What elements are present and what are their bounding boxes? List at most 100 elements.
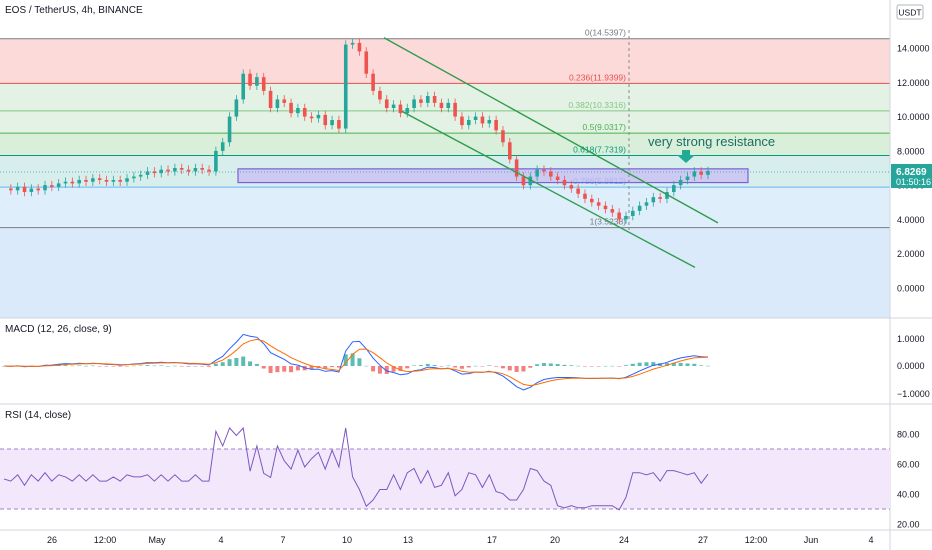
candle-body bbox=[132, 176, 136, 179]
macd-histogram-bar bbox=[104, 366, 109, 367]
macd-histogram-bar bbox=[425, 363, 430, 366]
candle-body bbox=[268, 90, 273, 108]
macd-histogram-bar bbox=[295, 366, 300, 371]
macd-histogram-bar bbox=[371, 366, 376, 372]
macd-histogram-bar bbox=[125, 366, 130, 367]
macd-histogram-bar bbox=[213, 363, 218, 366]
macd-histogram-bar bbox=[261, 366, 266, 369]
macd-histogram-bar bbox=[548, 363, 553, 366]
macd-histogram-bar bbox=[241, 356, 246, 366]
candle-body bbox=[699, 171, 703, 175]
candle-body bbox=[398, 104, 403, 114]
candle-body bbox=[603, 205, 608, 210]
macd-histogram-bar bbox=[131, 365, 136, 367]
macd-histogram-bar bbox=[480, 366, 485, 367]
candle-body bbox=[309, 116, 314, 119]
candle-body bbox=[651, 197, 656, 203]
candle-body bbox=[535, 169, 539, 177]
candle-body bbox=[480, 116, 485, 124]
candle-body bbox=[453, 102, 457, 117]
macd-histogram-bar bbox=[453, 366, 458, 368]
candle-body bbox=[678, 180, 683, 186]
candle-body bbox=[378, 90, 382, 100]
macd-histogram-bar bbox=[664, 363, 669, 366]
macd-histogram-bar bbox=[507, 366, 512, 371]
macd-histogram-bar bbox=[111, 366, 116, 367]
candle-body bbox=[302, 108, 307, 117]
macd-histogram-bar bbox=[439, 366, 444, 367]
macd-histogram-bar bbox=[589, 366, 594, 367]
macd-axis-label: 0.0000 bbox=[897, 361, 925, 371]
candle-body bbox=[473, 116, 478, 120]
macd-axis-label: −1.0000 bbox=[897, 389, 930, 399]
channel-upper-line[interactable] bbox=[383, 37, 719, 224]
macd-histogram-bar bbox=[377, 366, 382, 374]
time-axis-label: 4 bbox=[868, 535, 873, 545]
macd-histogram-bar bbox=[555, 364, 560, 366]
macd-histogram-bar bbox=[446, 365, 451, 367]
macd-histogram-bar bbox=[685, 363, 690, 366]
macd-histogram-bar bbox=[282, 366, 287, 372]
macd-histogram-bar bbox=[487, 365, 492, 366]
currency-label: USDT bbox=[898, 8, 921, 18]
macd-histogram-bar bbox=[275, 366, 280, 373]
rsi-axis[interactable]: 80.00 60.00 40.00 20.00 bbox=[897, 430, 920, 530]
macd-histogram-bar bbox=[248, 361, 253, 366]
candle-body bbox=[255, 77, 259, 86]
candle-body bbox=[323, 114, 328, 126]
candle-body bbox=[343, 44, 348, 129]
price-pane[interactable]: 0(14.5397) 0.236(11.9399) 0.382(10.3316) 0.… bbox=[0, 0, 890, 318]
macd-histogram-bar bbox=[152, 365, 157, 367]
resistance-annotation[interactable]: very strong resistance bbox=[648, 134, 775, 149]
candle-body bbox=[193, 168, 198, 172]
macd-histogram-bar bbox=[630, 363, 635, 366]
macd-axis[interactable]: 1.0000 0.0000 −1.0000 bbox=[897, 334, 930, 399]
price-axis-label: 12.0000 bbox=[897, 78, 930, 88]
macd-title: MACD (12, 26, close, 9) bbox=[5, 324, 112, 335]
time-axis[interactable]: 26 12:00 May 4 7 10 13 17 20 24 27 12:00 Jun 4 bbox=[47, 535, 874, 545]
symbol-title[interactable]: EOS / TetherUS, 4h, BINANCE bbox=[5, 5, 143, 16]
macd-histogram-bar bbox=[254, 363, 259, 366]
macd-histogram-bar bbox=[309, 366, 314, 370]
fib-lines bbox=[0, 38, 890, 229]
channel-lower-line[interactable] bbox=[401, 110, 696, 269]
macd-histogram-bar bbox=[535, 364, 540, 366]
macd-histogram-bar bbox=[432, 365, 437, 366]
candle-body bbox=[371, 73, 375, 91]
macd-histogram-bar bbox=[418, 365, 423, 366]
candle-body bbox=[330, 120, 334, 126]
candle-body bbox=[596, 202, 601, 206]
macd-histogram-bar bbox=[610, 365, 615, 367]
fib-level-label: 0.382(10.3316) bbox=[568, 100, 626, 110]
candle-body bbox=[70, 181, 75, 184]
time-axis-label: 10 bbox=[342, 535, 352, 545]
candle-body bbox=[227, 116, 232, 143]
candle-body bbox=[439, 102, 444, 108]
macd-pane[interactable]: MACD (12, 26, close, 9) bbox=[2, 324, 710, 391]
candle-body bbox=[364, 51, 369, 74]
time-axis-label: 26 bbox=[47, 535, 57, 545]
candle-body bbox=[590, 198, 594, 203]
currency-badge[interactable]: USDT bbox=[896, 4, 924, 20]
current-price-value: 6.8269 bbox=[896, 167, 927, 178]
price-axis-label: 4.0000 bbox=[897, 215, 925, 225]
time-axis-label: 27 bbox=[698, 535, 708, 545]
macd-histogram-bar bbox=[227, 359, 232, 366]
candle-body bbox=[261, 77, 266, 91]
macd-histogram-bar bbox=[398, 366, 403, 371]
macd-histogram-bar bbox=[159, 365, 164, 366]
candle-body bbox=[248, 73, 252, 86]
resistance-zone[interactable] bbox=[237, 168, 749, 184]
candle-body bbox=[173, 168, 177, 172]
candle-body bbox=[548, 171, 553, 177]
macd-histogram-bar bbox=[582, 366, 587, 367]
fib-level-label: 0.618(7.7319) bbox=[573, 144, 626, 154]
macd-histogram-bar bbox=[644, 362, 649, 366]
candle-body bbox=[166, 169, 170, 172]
candle-body bbox=[84, 180, 88, 182]
candle-body bbox=[316, 114, 321, 119]
candle-body bbox=[569, 185, 574, 189]
candle-body bbox=[384, 99, 389, 108]
rsi-pane[interactable]: RSI (14, close) bbox=[0, 410, 890, 511]
